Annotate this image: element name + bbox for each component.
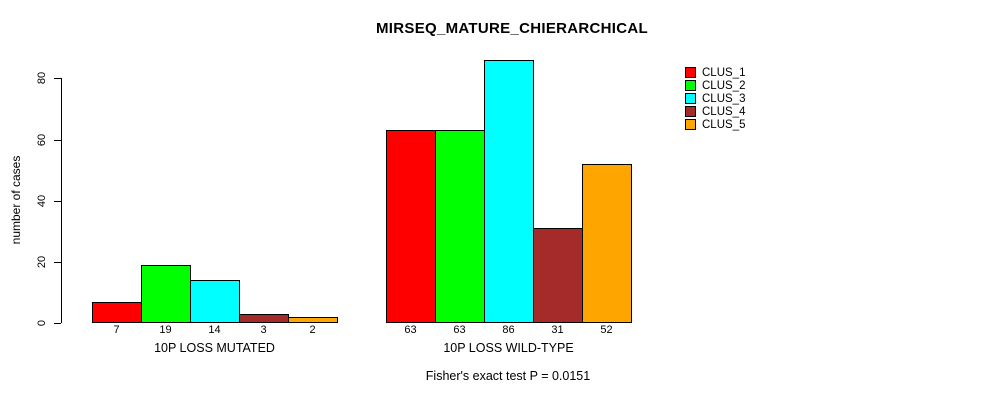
- chart-title: MIRSEQ_MATURE_CHIERARCHICAL: [376, 20, 648, 37]
- legend-label: CLUS_4: [702, 105, 746, 118]
- bar-value-label: 2: [309, 324, 316, 336]
- legend-swatch: [685, 80, 696, 91]
- y-tick-label: 80: [36, 72, 48, 85]
- x-group-label: 10P LOSS MUTATED: [154, 341, 275, 355]
- legend-item: CLUS_5: [685, 118, 745, 131]
- bar: [533, 228, 583, 323]
- y-tick-mark: [54, 139, 61, 141]
- y-tick-mark: [54, 323, 61, 324]
- x-group-label: 10P LOSS WILD-TYPE: [443, 341, 574, 355]
- bar-value-label: 52: [600, 324, 613, 336]
- legend-swatch: [685, 119, 696, 130]
- bar-value-label: 63: [404, 324, 417, 336]
- bar: [386, 130, 436, 323]
- y-tick-label: 20: [36, 255, 48, 268]
- legend-item: CLUS_3: [685, 92, 745, 105]
- bar: [484, 60, 534, 323]
- bar-value-label: 31: [551, 324, 564, 336]
- bar: [582, 163, 632, 323]
- legend-label: CLUS_2: [702, 79, 746, 92]
- caption: Fisher's exact test P = 0.0151: [425, 369, 591, 383]
- bar: [190, 280, 240, 323]
- y-tick-label: 40: [36, 194, 48, 207]
- legend-label: CLUS_5: [702, 118, 746, 131]
- y-tick-mark: [54, 78, 61, 80]
- bar-value-label: 63: [453, 324, 466, 336]
- bar: [435, 130, 485, 323]
- bar: [141, 264, 191, 323]
- bar-value-label: 19: [159, 324, 172, 336]
- legend: CLUS_1 CLUS_2 CLUS_3 CLUS_4 CLUS_5: [685, 66, 745, 131]
- bar: [288, 316, 338, 323]
- y-axis-title: number of cases: [9, 155, 23, 245]
- bar-value-label: 7: [113, 324, 120, 336]
- legend-label: CLUS_3: [702, 92, 746, 105]
- bar-value-label: 3: [260, 324, 267, 336]
- bar: [92, 301, 142, 323]
- y-tick-mark: [54, 200, 61, 202]
- legend-swatch: [685, 106, 696, 117]
- legend-label: CLUS_1: [702, 66, 746, 79]
- bar-value-label: 14: [208, 324, 221, 336]
- legend-item: CLUS_4: [685, 105, 745, 118]
- y-axis-line: [61, 78, 62, 323]
- y-tick-label: 60: [36, 133, 48, 146]
- legend-item: CLUS_1: [685, 66, 745, 79]
- y-tick-mark: [54, 261, 61, 263]
- bar-value-label: 86: [502, 324, 515, 336]
- legend-swatch: [685, 93, 696, 104]
- legend-item: CLUS_2: [685, 79, 745, 92]
- legend-swatch: [685, 67, 696, 78]
- bar: [239, 313, 289, 323]
- y-tick-label: 0: [36, 319, 48, 327]
